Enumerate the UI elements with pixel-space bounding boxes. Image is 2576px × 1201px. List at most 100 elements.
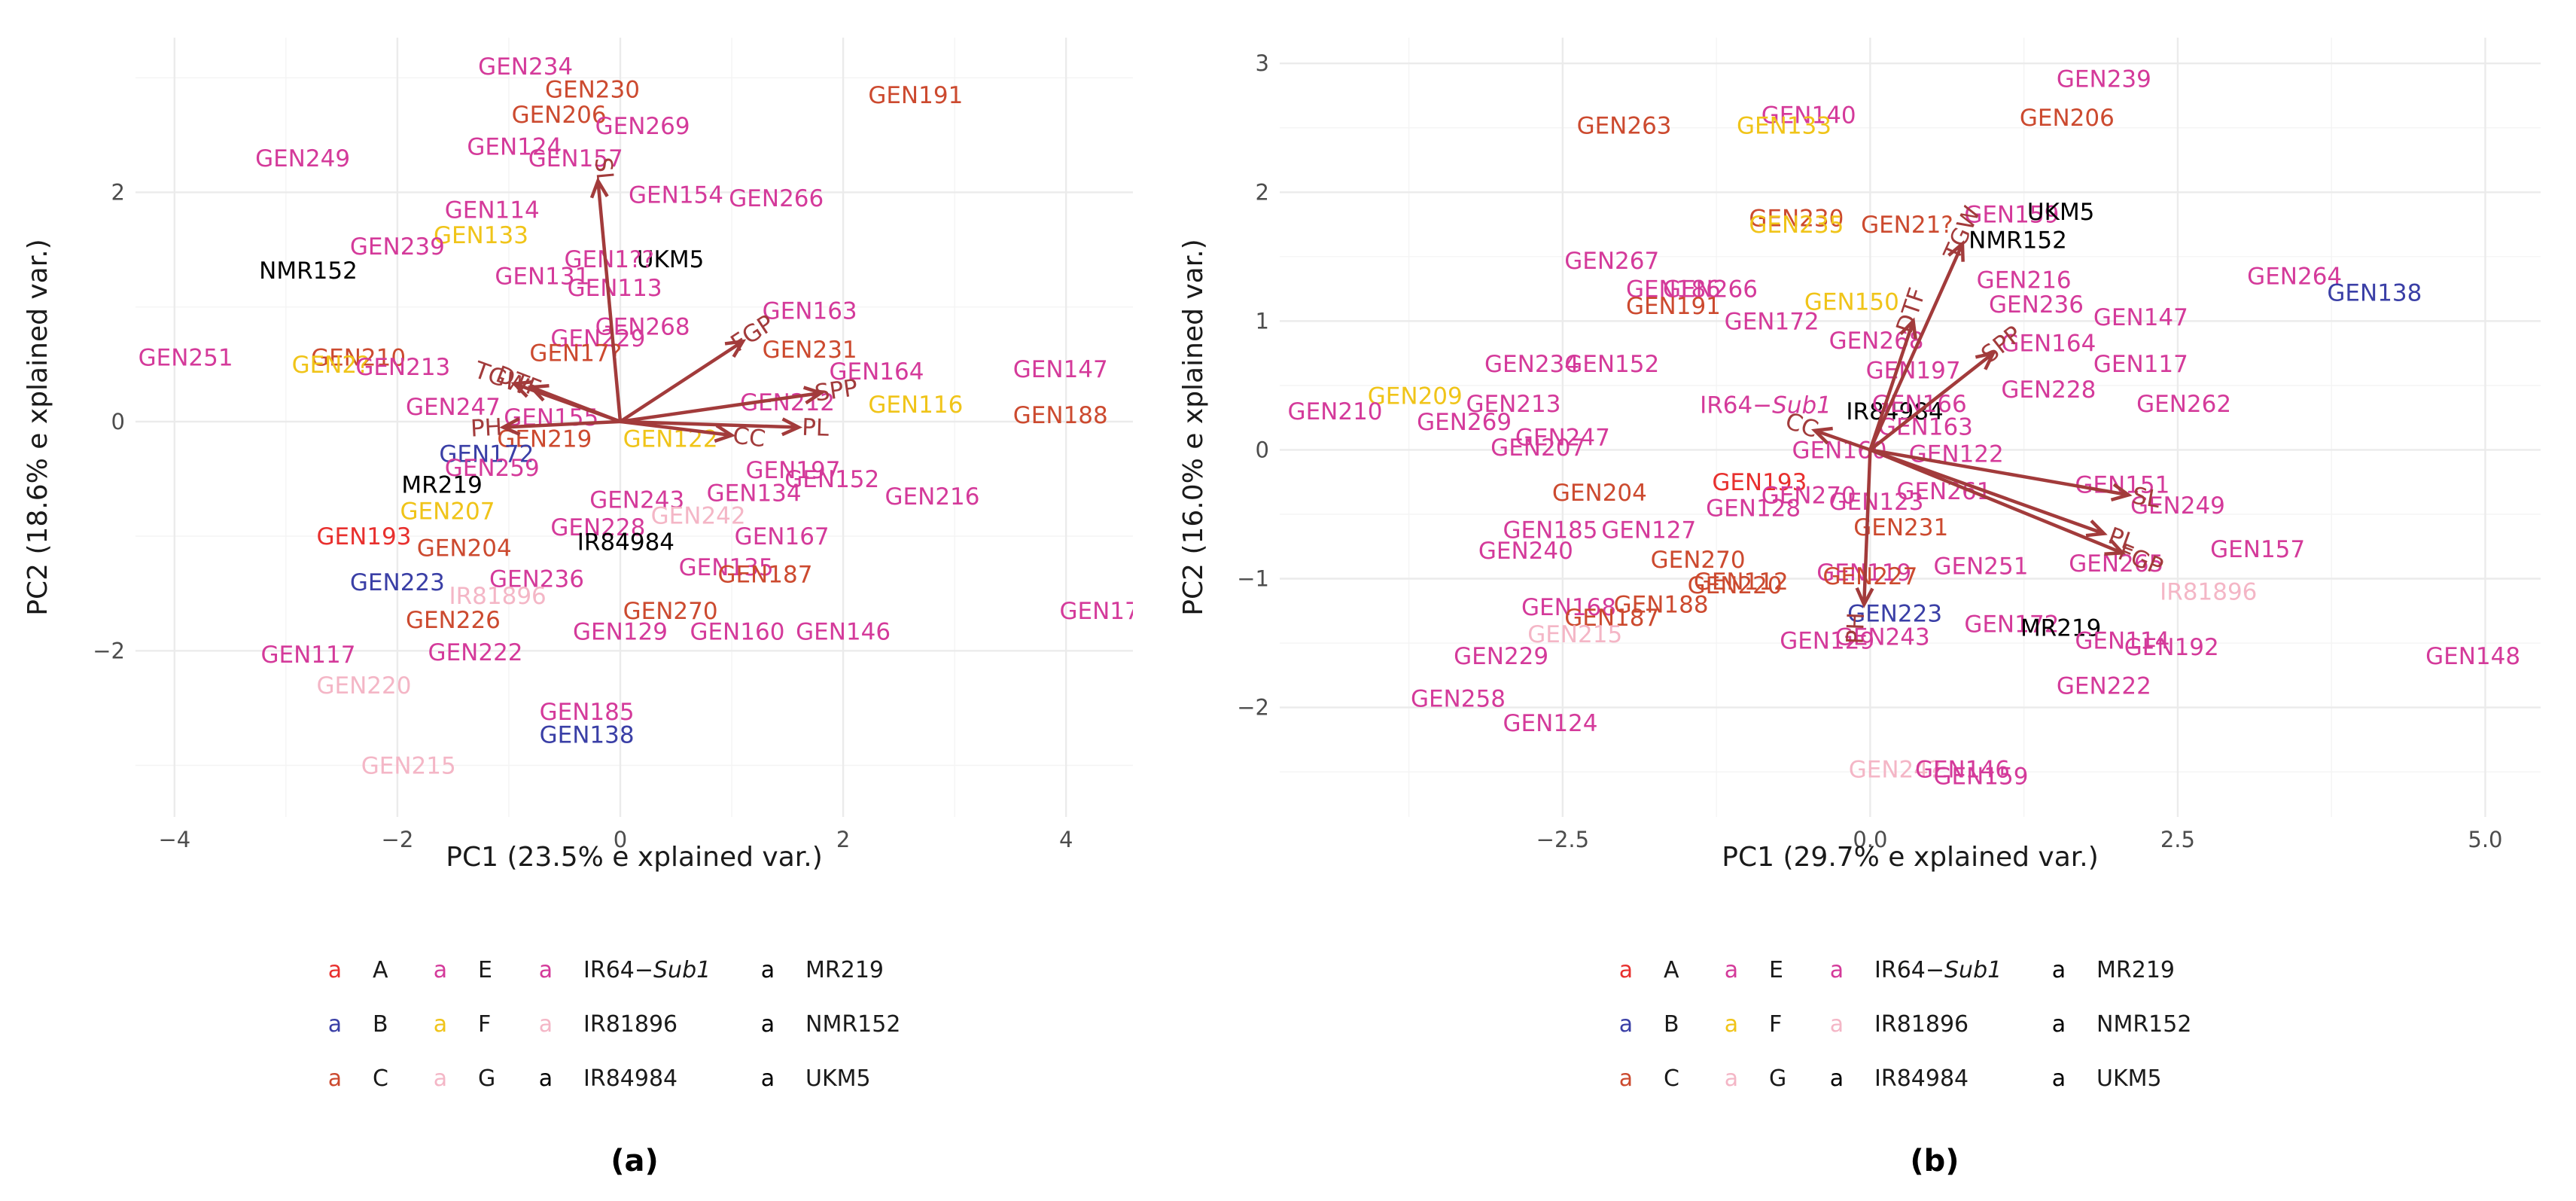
y-tick-label: 3 bbox=[1256, 50, 1269, 76]
legend-key: a bbox=[1619, 957, 1633, 983]
point-label: GEN251 bbox=[139, 345, 233, 372]
point-label: GEN133 bbox=[1737, 112, 1832, 139]
point-label: GEN262 bbox=[2136, 391, 2231, 418]
loading-arrow bbox=[503, 419, 621, 429]
legend-key: a bbox=[434, 957, 447, 983]
point-label: GEN264 bbox=[2247, 263, 2342, 290]
legend-label: B bbox=[1664, 1011, 1679, 1038]
point-label: GEN172 bbox=[1725, 308, 1819, 335]
point-label: GEN209 bbox=[1368, 383, 1463, 410]
y-tick-label: −2 bbox=[93, 638, 125, 663]
point-label: GEN235 bbox=[1749, 212, 1844, 239]
y-tick-label: −1 bbox=[1237, 566, 1269, 592]
loading-arrow bbox=[1869, 352, 1995, 452]
legend-key: a bbox=[328, 1011, 342, 1038]
point-label: GEN187 bbox=[717, 561, 812, 588]
point-label: GEN138 bbox=[540, 721, 635, 748]
point-label: GEN228 bbox=[550, 514, 645, 541]
point-label: GEN157 bbox=[2210, 536, 2305, 563]
arrow-head bbox=[510, 380, 533, 398]
legend-label: F bbox=[1769, 1011, 1782, 1038]
point-label: GEN206 bbox=[512, 102, 607, 129]
y-tick-label: 1 bbox=[1256, 308, 1269, 334]
point-label: GEN148 bbox=[2425, 643, 2520, 670]
legend-key: a bbox=[434, 1011, 447, 1038]
x-tick-label: 4 bbox=[1059, 827, 1073, 852]
legend-key: a bbox=[434, 1065, 447, 1092]
arrow-head bbox=[2085, 519, 2108, 538]
loading-arrow bbox=[1868, 320, 1915, 451]
point-label: GEN128 bbox=[1706, 495, 1801, 522]
point-label: GEN113 bbox=[568, 275, 662, 302]
loading-arrow bbox=[1868, 242, 1965, 451]
point-label: GEN228 bbox=[2001, 376, 2096, 404]
point-label: GEN220 bbox=[1688, 572, 1783, 599]
x-tick-label: −4 bbox=[158, 827, 190, 852]
point-label: GEN116 bbox=[868, 392, 963, 419]
point-label: NMR152 bbox=[1969, 227, 2067, 255]
arrow-label: SL bbox=[589, 156, 619, 187]
arrow-label: PH bbox=[1842, 612, 1871, 645]
legend-label: G bbox=[1769, 1065, 1786, 1092]
point-label: GEN163 bbox=[1878, 414, 1973, 441]
point-label: GEN270 bbox=[1761, 482, 1856, 509]
point-label: GEN210 bbox=[311, 345, 406, 372]
legend-label: IR64−Sub1 bbox=[583, 957, 711, 983]
legend-key: a bbox=[539, 957, 553, 983]
point-label: GEN17 0 bbox=[1059, 598, 1162, 625]
panel-tag: (a) bbox=[611, 1144, 659, 1178]
point-label: IR64−Sub1 bbox=[1700, 392, 1832, 419]
point-label: GEN188 bbox=[1614, 592, 1709, 619]
point-label: GEN243 bbox=[589, 486, 684, 514]
point-label: GEN159 bbox=[1964, 201, 2059, 228]
legend-label: UKM5 bbox=[2096, 1065, 2162, 1092]
point-label: GEN114 bbox=[2075, 628, 2170, 655]
point-label: GEN249 bbox=[2130, 492, 2225, 520]
point-label: GEN147 bbox=[1013, 356, 1108, 383]
point-label: GEN191 bbox=[1626, 293, 1721, 320]
legend-label: E bbox=[478, 957, 492, 983]
arrow-head bbox=[1947, 239, 1965, 262]
x-tick-label: 2 bbox=[836, 827, 850, 852]
point-label: GEN266 bbox=[1663, 276, 1758, 303]
point-label: GEN216 bbox=[1977, 267, 2072, 294]
y-tick-label: −2 bbox=[1237, 695, 1269, 721]
y-tick-label: 0 bbox=[1256, 437, 1269, 462]
point-label: GEN269 bbox=[1417, 409, 1512, 436]
point-label: GEN223 bbox=[350, 569, 445, 596]
x-tick-label: −2.5 bbox=[1536, 827, 1589, 852]
legend-key: a bbox=[328, 1065, 342, 1092]
point-label: GEN146 bbox=[796, 618, 891, 645]
point-label: GEN230 bbox=[545, 76, 640, 103]
loading-arrow bbox=[530, 386, 621, 423]
point-label: GEN230 bbox=[1749, 206, 1844, 233]
point-label: GEN251 bbox=[1933, 553, 2028, 580]
legend-key: a bbox=[2052, 1011, 2066, 1038]
arrow-head bbox=[781, 417, 803, 437]
point-label: GEN2? bbox=[292, 352, 370, 379]
legend-label: A bbox=[373, 957, 388, 983]
point-label: MR219 bbox=[401, 472, 482, 499]
arrow-head bbox=[724, 339, 747, 358]
legend-label: MR219 bbox=[2096, 957, 2175, 983]
point-label: UKM5 bbox=[637, 246, 705, 273]
loading-arrow bbox=[619, 340, 744, 423]
point-label: GEN229 bbox=[1454, 643, 1548, 670]
legend-label: NMR152 bbox=[2096, 1011, 2191, 1038]
arrow-head bbox=[499, 417, 521, 436]
arrow-head bbox=[802, 386, 825, 405]
point-label: GEN193 bbox=[1712, 469, 1807, 496]
legend-key: a bbox=[539, 1065, 553, 1092]
point-label: GEN157 bbox=[528, 145, 623, 172]
legend-label: G bbox=[478, 1065, 495, 1092]
point-label: GEN258 bbox=[1411, 686, 1506, 713]
point-label: GEN17? bbox=[529, 340, 622, 367]
point-label: GEN234 bbox=[478, 53, 573, 81]
x-axis-title: PC1 (23.5% e xplained var.) bbox=[446, 842, 822, 873]
legend-key: a bbox=[328, 957, 342, 983]
loading-arrow bbox=[620, 391, 821, 424]
point-label: GEN236 bbox=[489, 565, 584, 593]
loading-arrow bbox=[1869, 448, 2105, 535]
